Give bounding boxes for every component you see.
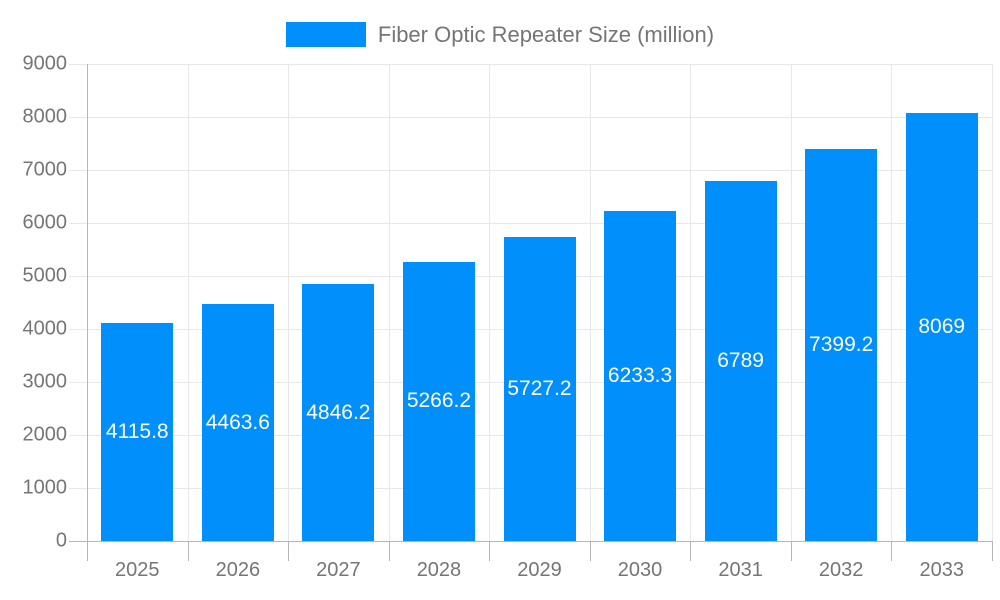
legend-label: Fiber Optic Repeater Size (million) <box>377 21 715 47</box>
x-tick-label: 2032 <box>818 559 864 581</box>
y-gridline <box>69 170 992 171</box>
x-gridline <box>187 64 189 541</box>
x-gridline <box>790 64 792 541</box>
x-tick-label: 2027 <box>316 559 361 581</box>
x-axis-line <box>69 541 992 542</box>
x-gridline <box>589 64 591 541</box>
x-axis-tick <box>489 541 491 561</box>
x-axis-tick <box>690 541 692 561</box>
bar[interactable] <box>101 322 174 541</box>
y-tick-label: 9000 <box>22 52 68 75</box>
y-tick-label: 8000 <box>22 105 68 128</box>
x-axis-tick <box>790 541 792 561</box>
y-gridline <box>69 223 992 224</box>
x-tick-label: 2029 <box>517 559 562 581</box>
y-tick-label: 6000 <box>22 211 68 234</box>
x-gridline <box>288 64 290 541</box>
bar[interactable] <box>805 148 878 541</box>
x-tick-label: 2033 <box>919 559 964 581</box>
x-axis-tick <box>187 541 189 561</box>
bar[interactable] <box>402 261 475 541</box>
bar[interactable] <box>503 237 576 541</box>
x-tick-label: 2026 <box>215 559 261 581</box>
bar[interactable] <box>704 181 777 541</box>
y-tick-label: 2000 <box>22 423 68 446</box>
x-axis-tick <box>589 541 591 561</box>
x-tick-label: 2028 <box>416 559 462 581</box>
y-tick-label: 5000 <box>22 264 68 287</box>
x-gridline <box>690 64 692 541</box>
y-tick-label: 7000 <box>22 158 68 181</box>
x-axis-tick <box>891 541 893 561</box>
legend[interactable]: Fiber Optic Repeater Size (million) <box>0 20 1000 48</box>
y-gridline <box>69 117 992 118</box>
x-axis-tick <box>388 541 390 561</box>
x-gridline <box>388 64 390 541</box>
bar[interactable] <box>905 113 978 541</box>
x-gridline <box>891 64 893 541</box>
legend-swatch-icon <box>285 21 366 47</box>
y-axis-line <box>87 64 88 561</box>
y-tick-label: 4000 <box>22 317 68 340</box>
y-gridline <box>69 64 992 65</box>
x-gridline <box>992 64 993 541</box>
y-tick-label: 0 <box>55 529 67 552</box>
x-tick-label: 2025 <box>115 559 160 581</box>
y-tick-label: 1000 <box>22 476 68 499</box>
x-axis-tick <box>992 541 993 561</box>
x-tick-label: 2031 <box>718 559 763 581</box>
bar[interactable] <box>201 304 274 541</box>
x-axis-tick <box>288 541 290 561</box>
bar[interactable] <box>302 284 375 541</box>
x-tick-label: 2030 <box>617 559 663 581</box>
bar[interactable] <box>604 210 677 541</box>
y-tick-label: 3000 <box>22 370 68 393</box>
x-gridline <box>489 64 491 541</box>
